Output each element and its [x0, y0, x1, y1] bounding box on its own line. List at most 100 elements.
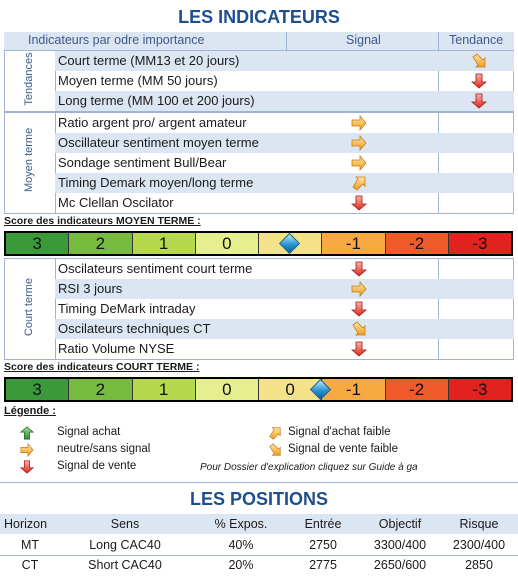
- indicator-label: Oscilateurs techniques CT: [58, 321, 211, 336]
- indicators-header: Indicateurs par odre importance Signal T…: [4, 32, 514, 50]
- up-right-arrow-icon: [268, 426, 282, 440]
- header-signal: Signal: [346, 33, 381, 47]
- indicator-label: Timing Demark moyen/long terme: [58, 175, 254, 190]
- legend-title: Légende :: [4, 405, 56, 417]
- group-divider: [55, 50, 56, 214]
- scale-cell: [259, 232, 323, 255]
- cell-risque: 2300/400: [452, 538, 506, 552]
- signal-tendance-divider: [438, 258, 439, 360]
- section-divider: [0, 482, 518, 483]
- group-label-tendances: Tendances: [23, 52, 35, 106]
- col-objectif: Objectif: [378, 517, 422, 531]
- indicator-row: Oscilateurs sentiment court terme: [55, 259, 514, 279]
- up-arrow-icon: [20, 426, 34, 440]
- cell-objectif: 3300/400: [373, 538, 427, 552]
- down-arrow-icon: [20, 460, 34, 474]
- court-terme-frame: [4, 258, 514, 360]
- scale-cell: -2: [385, 233, 449, 254]
- down-arrow-icon: [471, 73, 487, 89]
- indicator-label: RSI 3 jours: [58, 281, 123, 296]
- positions-header: Horizon Sens % Expos. Entrée Objectif Ri…: [0, 514, 518, 534]
- cell-entree: 2750: [309, 538, 337, 552]
- cell-sens: Long CAC40: [89, 538, 161, 552]
- moyen-terme-frame: [4, 112, 514, 214]
- scale-cell: -2: [385, 379, 449, 400]
- cell-horizon: MT: [20, 538, 40, 552]
- down-arrow-icon: [351, 301, 367, 317]
- cell-expos: 40%: [228, 538, 254, 552]
- cell-expos: 20%: [228, 558, 254, 572]
- col-horizon: Horizon: [4, 517, 48, 531]
- indicator-row: Sondage sentiment Bull/Bear: [55, 153, 514, 173]
- scale-cell: -3: [448, 233, 511, 254]
- col-entree: Entrée: [304, 517, 342, 531]
- legend-text: Signal de vente faible: [288, 443, 398, 455]
- legend-text: Signal de vente: [57, 460, 137, 472]
- indicator-row: Ratio Volume NYSE: [55, 339, 514, 359]
- score-marker-icon: [279, 232, 301, 255]
- guide-link[interactable]: Pour Dossier d'explication cliquez sur G…: [200, 462, 418, 473]
- header-indicateurs: Indicateurs par odre importance: [28, 33, 205, 47]
- score-court-scale: 3 2 1 0 0 -1 -2 -3: [4, 377, 513, 402]
- down-right-arrow-icon: [471, 53, 487, 69]
- row-divider: [0, 555, 518, 556]
- right-arrow-icon: [351, 115, 367, 131]
- legend-text: Signal d'achat faible: [288, 426, 391, 438]
- cell-entree: 2775: [309, 558, 337, 572]
- tendances-frame: [4, 50, 514, 112]
- scale-cell: -3: [448, 379, 511, 400]
- scale-cell: 3: [6, 379, 70, 400]
- right-arrow-icon: [351, 135, 367, 151]
- right-arrow-icon: [351, 155, 367, 171]
- up-right-arrow-icon: [351, 175, 367, 191]
- indicator-row: Timing DeMark intraday: [55, 299, 514, 319]
- indicator-row: Oscilateurs techniques CT: [55, 319, 514, 339]
- indicator-row: Timing Demark moyen/long terme: [55, 173, 514, 193]
- scale-cell: 1: [132, 379, 196, 400]
- score-moyen-label: Score des indicateurs MOYEN TERME :: [4, 215, 201, 227]
- down-right-arrow-icon: [351, 321, 367, 337]
- header-divider: [286, 32, 287, 50]
- position-row: CT Short CAC40 20% 2775 2650/600 2850: [0, 555, 518, 575]
- score-moyen-scale: 3 2 1 0 -1 -2 -3: [4, 231, 513, 256]
- indicator-label: Long terme (MM 100 et 200 jours): [58, 93, 255, 108]
- indicator-label: Timing DeMark intraday: [58, 301, 196, 316]
- down-arrow-icon: [351, 195, 367, 211]
- scale-cell: 3: [6, 233, 70, 254]
- right-arrow-icon: [351, 281, 367, 297]
- scale-cell: 0: [195, 379, 259, 400]
- score-court-label: Score des indicateurs COURT TERME :: [4, 361, 200, 373]
- signal-tendance-divider: [438, 50, 439, 214]
- down-arrow-icon: [351, 341, 367, 357]
- indicator-label: Ratio argent pro/ argent amateur: [58, 115, 247, 130]
- group-label-moyen-terme: Moyen terme: [23, 127, 35, 192]
- header-tendance: Tendance: [449, 33, 504, 47]
- scale-cell: -1: [310, 378, 386, 401]
- scale-cell: 1: [132, 233, 196, 254]
- scale-cell: 2: [69, 233, 133, 254]
- down-right-arrow-icon: [268, 443, 282, 457]
- indicator-label: Mc Clellan Oscilator: [58, 195, 174, 210]
- right-arrow-icon: [20, 443, 34, 457]
- cell-risque: 2850: [465, 558, 493, 572]
- cell-horizon: CT: [21, 558, 39, 572]
- position-row: MT Long CAC40 40% 2750 3300/400 2300/400: [0, 535, 518, 555]
- cell-sens: Short CAC40: [88, 558, 162, 572]
- indicator-label: Oscilateurs sentiment court terme: [58, 261, 253, 276]
- legend-text: neutre/sans signal: [57, 443, 151, 455]
- indicator-row: Long terme (MM 100 et 200 jours): [55, 91, 514, 111]
- indicator-row: Oscillateur sentiment moyen terme: [55, 133, 514, 153]
- indicator-row: Moyen terme (MM 50 jours): [55, 71, 514, 91]
- indicator-row: Court terme (MM13 et 20 jours): [55, 51, 514, 71]
- col-expos: % Expos.: [214, 517, 268, 531]
- indicator-label: Sondage sentiment Bull/Bear: [58, 155, 227, 170]
- indicator-label: Court terme (MM13 et 20 jours): [58, 53, 240, 68]
- indicator-row: RSI 3 jours: [55, 279, 514, 299]
- group-divider: [55, 258, 56, 360]
- indicator-row: Ratio argent pro/ argent amateur: [55, 113, 514, 133]
- indicators-title: LES INDICATEURS: [178, 7, 340, 27]
- down-arrow-icon: [471, 93, 487, 109]
- indicator-label: Moyen terme (MM 50 jours): [58, 73, 218, 88]
- scale-cell: 0: [195, 233, 259, 254]
- scale-cell: 2: [69, 379, 133, 400]
